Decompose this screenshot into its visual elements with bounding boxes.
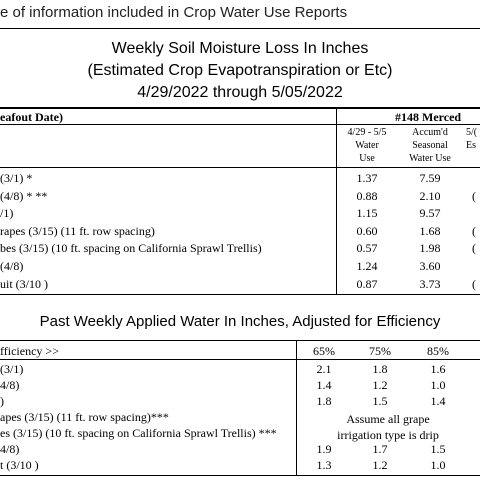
crop-label: 4/8) <box>0 378 20 392</box>
loss-title-line3: 4/29/2022 through 5/05/2022 <box>137 84 343 101</box>
est-value: ( <box>472 277 476 291</box>
crop-label: uit (3/10 ) <box>0 277 48 291</box>
applied-header-divider <box>0 359 480 360</box>
grape-note-line1: Assume all grape <box>346 412 430 426</box>
applied-value: 1.3 <box>316 458 332 472</box>
water-use-header: 4/29 - 5/5 Water Use <box>347 127 387 164</box>
loss-table-bottom-border <box>0 294 480 295</box>
eff-header-85: 85% <box>427 344 449 358</box>
seasonal-header: Accum'd Seasonal Water Use <box>409 127 451 164</box>
applied-table-bottom-border <box>0 475 480 476</box>
crop-label: (4/8) * ** <box>0 189 48 203</box>
loss-title-line2: (Estimated Crop Evapotranspiration or Et… <box>87 62 393 79</box>
applied-value: 1.4 <box>316 378 332 392</box>
water-use-value: 0.87 <box>356 277 378 291</box>
seasonal-value: 3.73 <box>419 277 441 291</box>
applied-value: 1.0 <box>430 378 446 392</box>
loss-col-divider <box>336 108 337 295</box>
applied-value: 1.0 <box>430 458 446 472</box>
seasonal-value: 7.59 <box>419 171 441 185</box>
crop-label: apes (3/15) (11 ft. row spacing)*** <box>0 410 169 424</box>
eff-header-65: 65% <box>313 344 335 358</box>
water-use-value: 0.88 <box>356 189 378 203</box>
water-use-value: 1.15 <box>356 206 378 220</box>
water-use-value: 0.57 <box>356 241 378 255</box>
applied-value: 1.2 <box>372 378 388 392</box>
applied-value: 1.9 <box>316 442 332 456</box>
applied-value: 1.6 <box>430 362 446 376</box>
crop-label: (4/8) <box>0 259 24 273</box>
est-value: ( <box>472 189 476 203</box>
est-header: 5/( Es <box>466 127 478 151</box>
water-use-value: 1.24 <box>356 259 378 273</box>
crop-label: rapes (3/15) (11 ft. row spacing) <box>0 224 155 238</box>
grape-note-line2: irrigation type is drip <box>337 428 439 442</box>
applied-value: 1.4 <box>430 394 446 408</box>
applied-value: 1.5 <box>372 394 388 408</box>
applied-value: 1.8 <box>372 362 388 376</box>
est-value: ( <box>472 241 476 255</box>
est-value: ( <box>472 224 476 238</box>
caption-divider <box>0 28 480 29</box>
applied-value: 1.8 <box>316 394 332 408</box>
applied-table-top-border <box>0 340 480 341</box>
applied-value: 1.5 <box>430 442 446 456</box>
applied-left-header: fficiency >> <box>0 344 59 358</box>
applied-title: Past Weekly Applied Water In Inches, Adj… <box>39 313 441 330</box>
station-header: #148 Merced <box>395 110 462 124</box>
applied-col-divider <box>296 341 297 475</box>
crop-label: bes (3/15) (10 ft. spacing on California… <box>0 241 262 255</box>
seasonal-value: 3.60 <box>419 259 441 273</box>
crop-label: /1) <box>0 206 14 220</box>
seasonal-value: 1.98 <box>419 241 441 255</box>
water-use-value: 0.60 <box>356 224 378 238</box>
crop-label: (3/1) <box>0 362 24 376</box>
crop-label: ) <box>0 394 4 408</box>
crop-label: 4/8) <box>0 442 20 456</box>
report-caption: e of information included in Crop Water … <box>0 4 348 21</box>
applied-value: 2.1 <box>316 362 332 376</box>
eff-header-75: 75% <box>369 344 391 358</box>
loss-subheader-divider <box>0 167 480 168</box>
water-use-value: 1.37 <box>356 171 378 185</box>
applied-value: 1.7 <box>372 442 388 456</box>
loss-title-line1: Weekly Soil Moisture Loss In Inches <box>111 40 369 57</box>
seasonal-value: 1.68 <box>419 224 441 238</box>
crop-label: t (3/10 ) <box>0 458 39 472</box>
loss-left-header: eafout Date) <box>0 110 63 124</box>
loss-header-divider <box>0 124 480 125</box>
seasonal-value: 9.57 <box>419 206 441 220</box>
seasonal-value: 2.10 <box>419 189 441 203</box>
crop-label: (3/1) * <box>0 171 33 185</box>
crop-label: es (3/15) (10 ft. spacing on California … <box>0 426 277 440</box>
applied-value: 1.2 <box>372 458 388 472</box>
loss-table-top-border <box>0 107 480 109</box>
